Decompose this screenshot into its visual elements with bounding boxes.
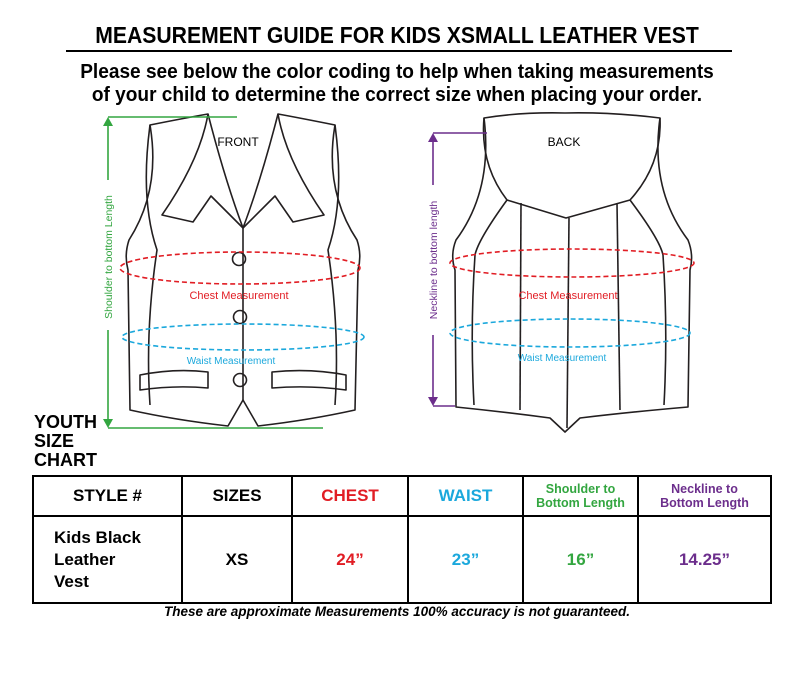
header-waist: WAIST: [407, 475, 524, 517]
style-line-1: Kids Black: [54, 527, 141, 547]
back-chest-label: Chest Measurement: [518, 290, 617, 302]
disclaimer-note: These are approximate Measurements 100% …: [164, 604, 630, 619]
table-header-row: STYLE # SIZES CHEST WAIST Shoulder to Bo…: [32, 475, 772, 517]
youth-label-line-3: CHART: [34, 450, 97, 470]
size-chart-table: STYLE # SIZES CHEST WAIST Shoulder to Bo…: [32, 475, 772, 604]
youth-label-line-2: SIZE: [34, 431, 75, 451]
style-line-2: Leather: [54, 549, 116, 569]
front-waist-label: Waist Measurement: [187, 356, 276, 367]
cell-waist: 23”: [407, 515, 524, 604]
cell-neckline-length: 14.25”: [637, 515, 772, 604]
style-line-3: Vest: [54, 571, 89, 591]
header-shoulder-line-2: Bottom Length: [536, 496, 625, 510]
youth-size-chart-label: YOUTH SIZE CHART: [34, 413, 97, 470]
neckline-length-label: Neckline to bottom length: [428, 201, 440, 320]
youth-label-line-1: YOUTH: [34, 412, 97, 432]
back-waist-label: Waist Measurement: [518, 353, 607, 364]
front-chest-label: Chest Measurement: [189, 290, 288, 302]
shoulder-length-marker: [103, 116, 323, 429]
header-neckline-length: Neckline to Bottom Length: [637, 475, 772, 517]
cell-shoulder-length: 16”: [522, 515, 639, 604]
front-waist-line: [121, 323, 365, 351]
neckline-length-marker: [428, 132, 487, 407]
back-chest-line: [449, 248, 695, 278]
front-label: FRONT: [217, 135, 259, 149]
cell-chest: 24”: [291, 515, 409, 604]
vest-diagram: FRONT Chest Measurement Waist Measuremen…: [103, 112, 695, 433]
header-shoulder-line-1: Shoulder to: [545, 482, 616, 496]
front-chest-line: [119, 251, 361, 285]
shoulder-length-label: Shoulder to bottom Length: [103, 195, 115, 319]
header-style: STYLE #: [32, 475, 183, 517]
cell-style: Kids Black Leather Vest: [32, 515, 183, 604]
instructions-line-2: of your child to determine the correct s…: [91, 83, 703, 106]
table-row: Kids Black Leather Vest XS 24” 23” 16” 1…: [32, 515, 772, 604]
header-sizes: SIZES: [181, 475, 293, 517]
header-chest: CHEST: [291, 475, 409, 517]
header-shoulder-length: Shoulder to Bottom Length: [522, 475, 639, 517]
header-neckline-line-2: Bottom Length: [660, 496, 749, 510]
cell-size: XS: [181, 515, 293, 604]
header-neckline-line-1: Neckline to: [671, 482, 738, 496]
instructions-line-1: Please see below the color coding to hel…: [80, 60, 714, 83]
back-vest: [451, 112, 693, 433]
title-underline: [66, 50, 732, 52]
front-vest: [125, 113, 361, 427]
back-label: BACK: [548, 135, 581, 149]
instructions: Please see below the color coding to hel…: [28, 60, 766, 106]
page-title: MEASUREMENT GUIDE FOR KIDS XSMALL LEATHE…: [95, 22, 699, 48]
back-waist-line: [449, 318, 691, 348]
